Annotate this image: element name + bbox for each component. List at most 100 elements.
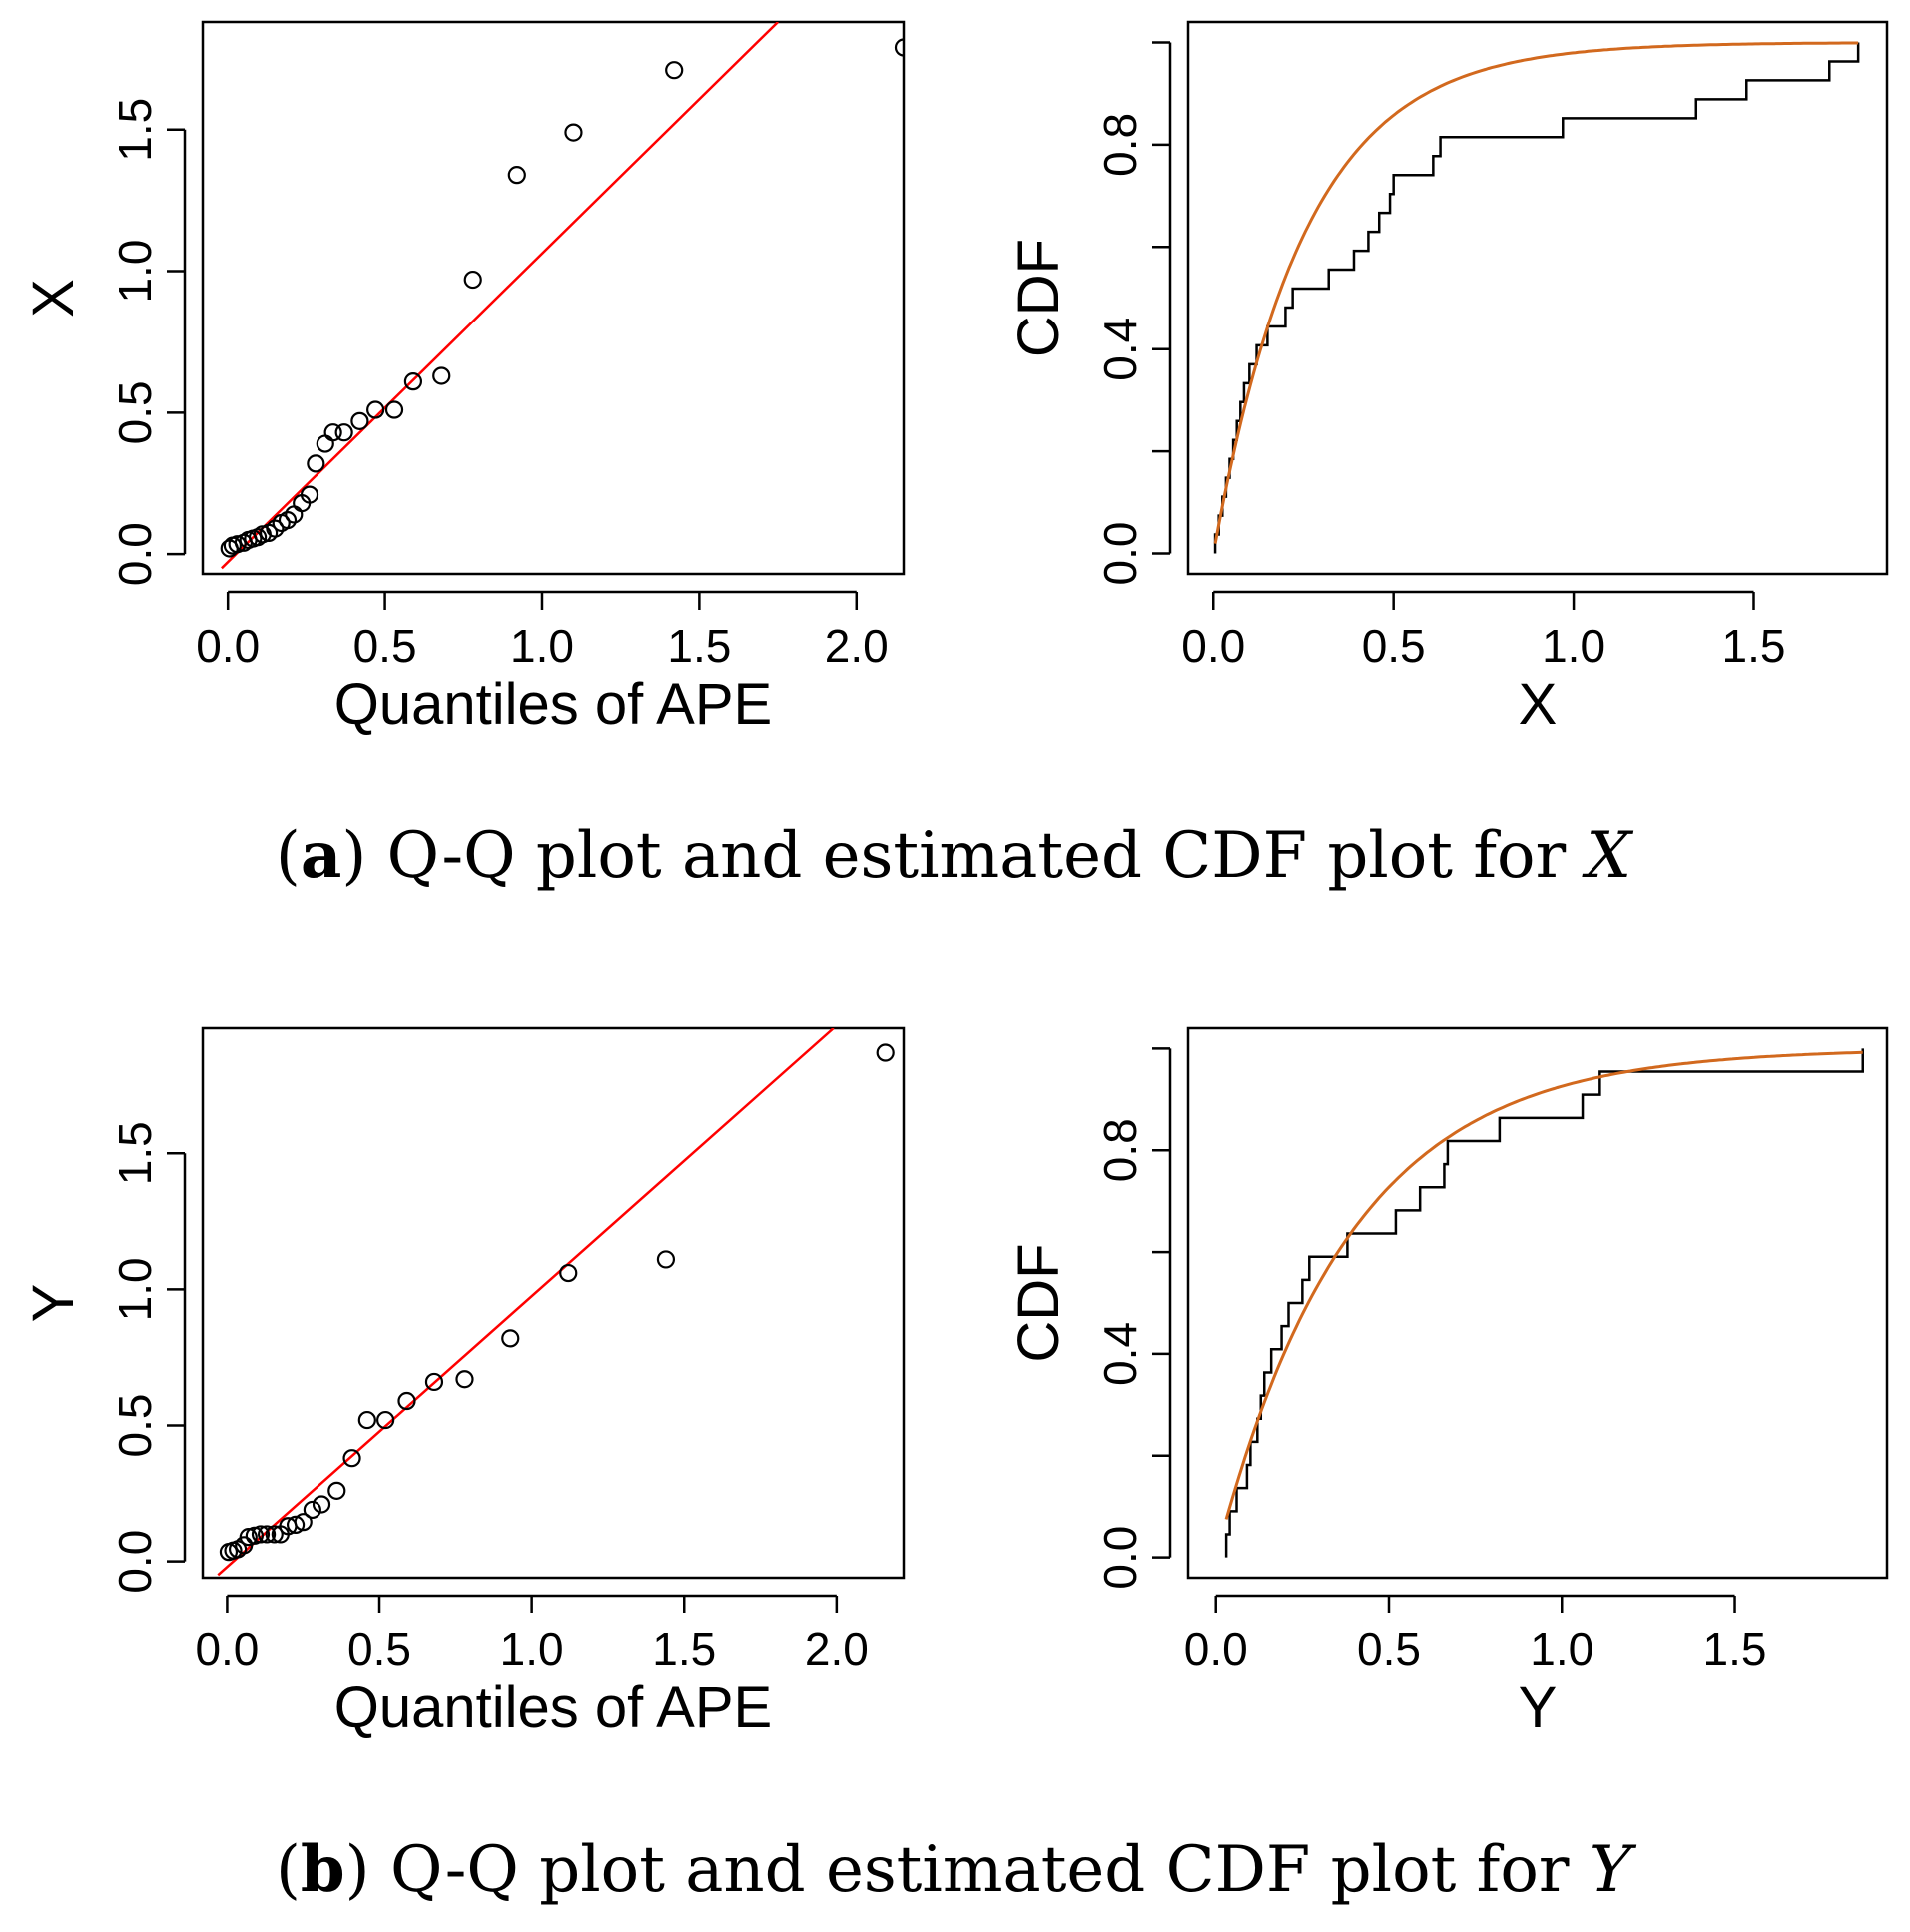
- qq-x-reference-line: [221, 22, 779, 570]
- cdf-x-y-tick-label: 0.8: [1094, 113, 1146, 177]
- qq-x-y-tick-label: 1.0: [109, 240, 161, 304]
- qq-y-x-axis-label: Quantiles of APE: [334, 1675, 772, 1740]
- qq-x-x-tick-label: 1.0: [510, 620, 574, 672]
- qq-plot-x: 0.0 0.5 1.0 1.5 2.0 Quantiles of APE 0.0 0.5 1.0…: [21, 20, 906, 737]
- qq-y-point: [294, 1513, 313, 1532]
- cdf-y-data: [1224, 1048, 1864, 1558]
- cdf-x-data: [1213, 41, 1860, 554]
- qq-x-point: [266, 519, 285, 538]
- qq-y-x-tick-label: 1.0: [500, 1623, 564, 1675]
- qq-y-y-axis-label: Y: [21, 1284, 86, 1323]
- qq-y-point: [251, 1525, 271, 1544]
- qq-x-x-tick-label: 1.5: [667, 620, 731, 672]
- cdf-x-x-tick-label: 0.0: [1181, 620, 1245, 672]
- qq-x-y-tick-label: 0.5: [109, 380, 161, 444]
- qq-y-point: [303, 1500, 321, 1520]
- qq-y-y-tick-label: 0.5: [109, 1394, 161, 1458]
- qq-x-x-axis: 0.0 0.5 1.0 1.5 2.0 Quantiles of APE: [196, 590, 889, 737]
- qq-x-point: [300, 485, 319, 504]
- qq-y-point: [342, 1449, 361, 1468]
- qq-x-point: [366, 400, 385, 419]
- qq-x-point: [432, 366, 451, 385]
- cdf-y-x-axis: 0.0 0.5 1.0 1.5 Y: [1184, 1594, 1767, 1740]
- qq-x-frame: [201, 20, 906, 576]
- cdf-y-y-axis-label: CDF: [1006, 1243, 1071, 1362]
- qq-x-y-tick-label: 0.0: [109, 522, 161, 586]
- cdf-y-y-tick-label: 0.8: [1094, 1118, 1146, 1182]
- qq-y-x-tick-label: 1.5: [652, 1623, 716, 1675]
- qq-y-reference-line: [217, 1028, 835, 1577]
- qq-y-point: [376, 1410, 395, 1430]
- cdf-x-empirical-cdf: [1213, 42, 1860, 554]
- cdf-y-x-tick-label: 0.5: [1357, 1623, 1421, 1675]
- qq-x-x-axis-label: Quantiles of APE: [334, 672, 772, 737]
- cdf-x-y-tick-label: 0.0: [1094, 522, 1146, 586]
- cdf-x-x-tick-label: 1.5: [1722, 620, 1786, 672]
- qq-y-point: [876, 1043, 895, 1062]
- qq-x-y-axis: 0.0 0.5 1.0 1.5 X: [21, 98, 187, 586]
- cdf-y-y-tick-label: 0.0: [1094, 1526, 1146, 1590]
- qq-x-point: [316, 434, 334, 453]
- qq-x-y-axis-label: X: [21, 279, 86, 318]
- qq-y-point: [424, 1372, 444, 1392]
- qq-x-point: [334, 423, 353, 442]
- qq-y-y-tick-label: 1.0: [109, 1257, 161, 1321]
- caption-b: (b) Q-Q plot and estimated CDF plot for …: [276, 1832, 1637, 1907]
- cdf-y-x-tick-label: 1.0: [1530, 1623, 1593, 1675]
- cdf-x-x-tick-label: 1.0: [1542, 620, 1605, 672]
- qq-y-point: [501, 1329, 520, 1348]
- cdf-y-x-axis-label: Y: [1519, 1675, 1558, 1740]
- qq-y-frame: [201, 1026, 906, 1580]
- qq-y-point: [455, 1370, 474, 1389]
- qq-y-x-tick-label: 0.5: [347, 1623, 411, 1675]
- cdf-x-x-axis-label: X: [1519, 672, 1558, 737]
- qq-x-data: [220, 22, 904, 570]
- qq-x-point: [463, 270, 482, 290]
- cdf-y-empirical-cdf: [1224, 1048, 1864, 1558]
- qq-x-point: [323, 423, 342, 442]
- qq-y-x-tick-label: 2.0: [805, 1623, 869, 1675]
- cdf-y-x-tick-label: 1.5: [1703, 1623, 1767, 1675]
- qq-y-point: [357, 1410, 376, 1430]
- qq-y-data: [217, 1028, 895, 1577]
- qq-y-point: [656, 1250, 676, 1269]
- cdf-plot-y: 0.0 0.5 1.0 1.5 Y 0.0 0.4 0.8 CDF: [1006, 1026, 1889, 1740]
- cdf-x-y-axis: 0.0 0.4 0.8 CDF: [1006, 41, 1172, 586]
- qq-y-y-tick-label: 1.5: [109, 1121, 161, 1185]
- qq-y-point: [327, 1481, 346, 1500]
- qq-y-x-axis: 0.0 0.5 1.0 1.5 2.0 Quantiles of APE: [195, 1594, 869, 1740]
- qq-x-point: [403, 372, 423, 391]
- cdf-y-y-tick-label: 0.4: [1094, 1322, 1146, 1386]
- qq-y-point: [397, 1391, 416, 1411]
- cdf-x-fitted-cdf: [1213, 41, 1859, 544]
- qq-x-y-tick-label: 1.5: [109, 98, 161, 162]
- cdf-y-frame: [1186, 1026, 1889, 1580]
- qq-x-point: [228, 535, 247, 554]
- qq-x-point: [564, 123, 583, 142]
- qq-y-x-tick-label: 0.0: [195, 1623, 259, 1675]
- qq-y-point: [312, 1495, 331, 1514]
- qq-y-y-axis: 0.0 0.5 1.0 1.5 Y: [21, 1121, 187, 1594]
- cdf-x-x-axis: 0.0 0.5 1.0 1.5 X: [1181, 590, 1786, 737]
- caption-a: (a) Q-Q plot and estimated CDF plot for …: [276, 818, 1634, 893]
- cdf-x-y-tick-label: 0.4: [1094, 318, 1146, 381]
- qq-x-point: [507, 166, 526, 185]
- cdf-x-x-tick-label: 0.5: [1362, 620, 1426, 672]
- qq-y-point: [286, 1515, 306, 1535]
- cdf-y-x-tick-label: 0.0: [1184, 1623, 1248, 1675]
- cdf-x-y-axis-label: CDF: [1006, 239, 1071, 357]
- qq-x-point: [894, 38, 904, 57]
- qq-y-point: [265, 1525, 284, 1544]
- qq-plot-y: 0.0 0.5 1.0 1.5 2.0 Quantiles of APE 0.0 0.5 1.0…: [21, 1026, 906, 1740]
- qq-x-point: [350, 411, 369, 430]
- qq-x-point: [278, 511, 298, 530]
- cdf-y-fitted-cdf: [1224, 1050, 1863, 1520]
- cdf-plot-x: 0.0 0.5 1.0 1.5 X 0.0 0.4 0.8 CDF: [1006, 20, 1889, 737]
- qq-x-x-tick-label: 2.0: [825, 620, 889, 672]
- cdf-x-frame: [1186, 20, 1889, 576]
- qq-x-point: [384, 400, 404, 419]
- qq-y-point: [257, 1525, 277, 1544]
- cdf-y-y-axis: 0.0 0.4 0.8 CDF: [1006, 1047, 1172, 1590]
- qq-x-point: [665, 61, 684, 80]
